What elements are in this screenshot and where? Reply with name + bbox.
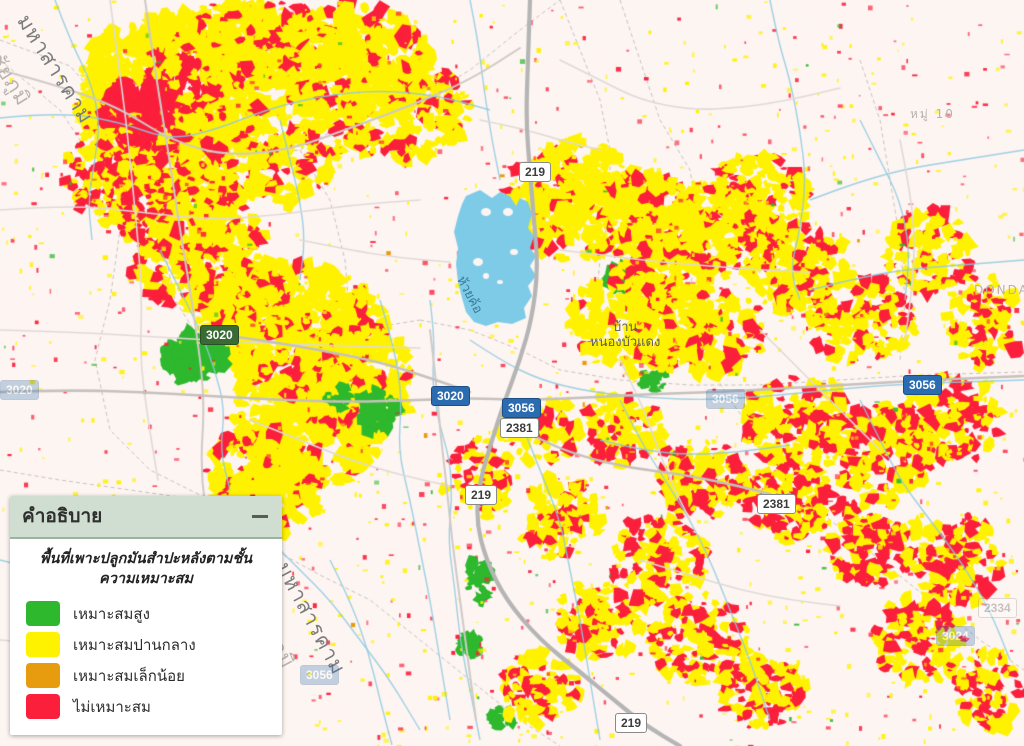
legend-item[interactable]: เหมาะสมปานกลาง bbox=[24, 630, 268, 659]
legend-body: พื้นที่เพาะปลูกมันสำปะหลังตามชั้นความเหม… bbox=[10, 539, 282, 735]
highway-shield-219[interactable]: 219 bbox=[519, 162, 552, 182]
highway-shield-3056[interactable]: 3056 bbox=[300, 665, 339, 685]
highway-shield-3056[interactable]: 3056 bbox=[706, 389, 745, 409]
highway-shield-219[interactable]: 219 bbox=[465, 485, 498, 505]
legend-item[interactable]: ไม่เหมาะสม bbox=[24, 692, 268, 721]
legend-item-label: เหมาะสมปานกลาง bbox=[73, 635, 196, 654]
legend-header[interactable]: คำอธิบาย bbox=[10, 496, 282, 539]
legend-items: เหมาะสมสูงเหมาะสมปานกลางเหมาะสมเล็กน้อยไ… bbox=[24, 599, 268, 721]
highway-shield-2334[interactable]: 2334 bbox=[978, 598, 1017, 618]
legend-item-label: เหมาะสมสูง bbox=[73, 604, 150, 623]
highway-shield-3024[interactable]: 3024 bbox=[936, 626, 975, 646]
legend-item[interactable]: เหมาะสมเล็กน้อย bbox=[24, 661, 268, 690]
legend-color-swatch bbox=[26, 601, 60, 626]
highway-shield-219[interactable]: 219 bbox=[615, 713, 648, 733]
minimize-icon[interactable] bbox=[252, 514, 268, 518]
highway-shield-3020[interactable]: 3020 bbox=[0, 380, 39, 400]
highway-shield-2381[interactable]: 2381 bbox=[500, 418, 539, 438]
legend-panel[interactable]: คำอธิบาย พื้นที่เพาะปลูกมันสำปะหลังตามชั… bbox=[10, 496, 282, 735]
legend-color-swatch bbox=[26, 632, 60, 657]
legend-item-label: ไม่เหมาะสม bbox=[73, 697, 151, 716]
legend-title: คำอธิบาย bbox=[22, 505, 103, 527]
legend-item-label: เหมาะสมเล็กน้อย bbox=[73, 666, 185, 685]
legend-color-swatch bbox=[26, 663, 60, 688]
highway-shield-3056[interactable]: 3056 bbox=[903, 375, 942, 395]
legend-item[interactable]: เหมาะสมสูง bbox=[24, 599, 268, 628]
highway-shield-3056[interactable]: 3056 bbox=[502, 398, 541, 418]
highway-shield-3020[interactable]: 3020 bbox=[200, 325, 239, 345]
highway-shield-2381[interactable]: 2381 bbox=[757, 494, 796, 514]
highway-shield-3020[interactable]: 3020 bbox=[431, 386, 470, 406]
legend-subtitle: พื้นที่เพาะปลูกมันสำปะหลังตามชั้นความเหม… bbox=[39, 551, 253, 587]
legend-color-swatch bbox=[26, 694, 60, 719]
